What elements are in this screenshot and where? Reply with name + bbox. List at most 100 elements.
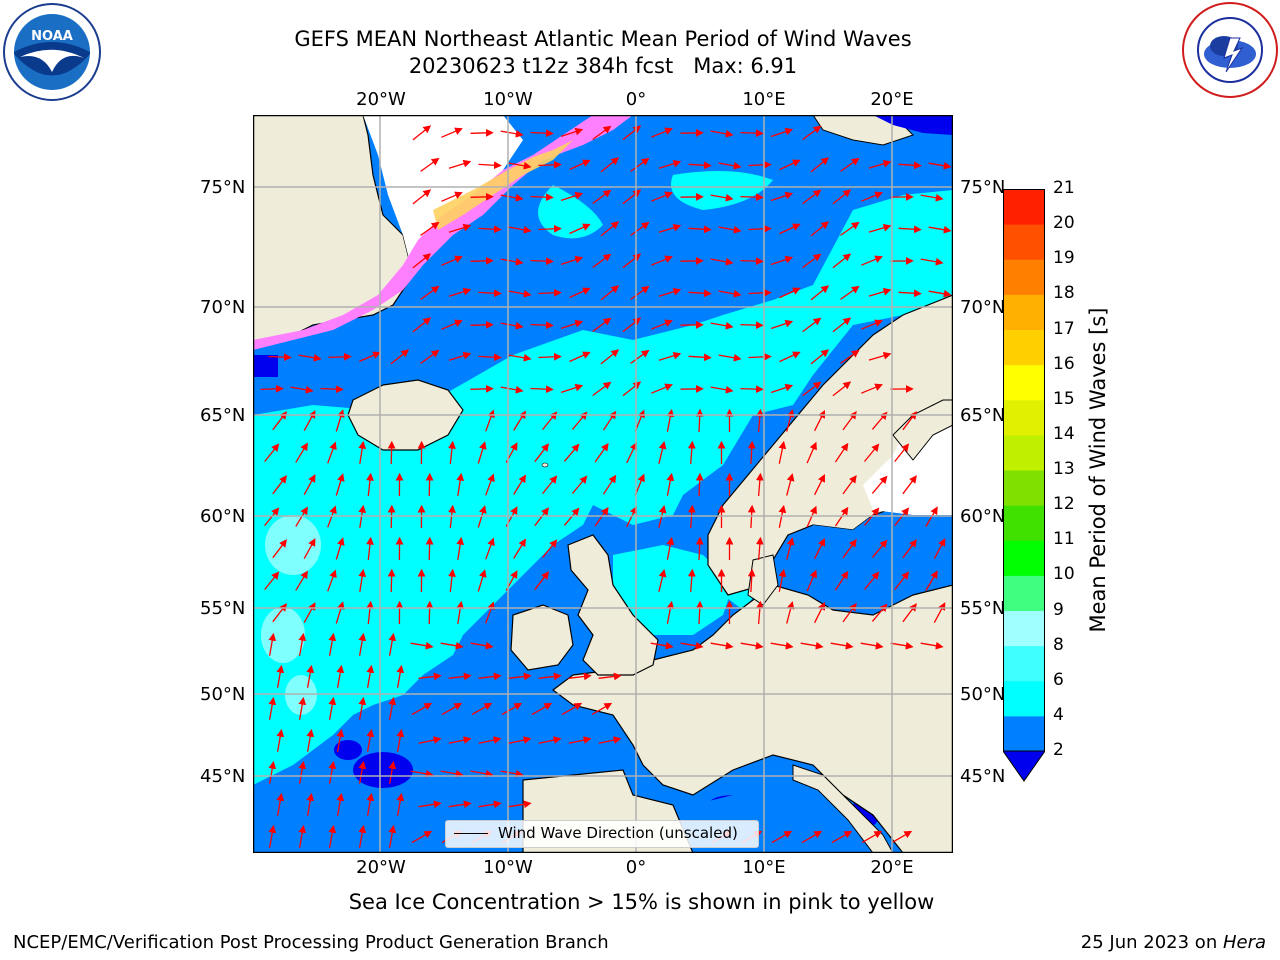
wave-direction-arrow <box>740 257 764 266</box>
wave-direction-arrow <box>770 319 794 330</box>
wave-direction-arrow <box>411 702 433 716</box>
wave-direction-arrow <box>295 506 308 527</box>
wave-direction-arrow <box>358 632 367 656</box>
wave-direction-arrow <box>298 353 322 362</box>
wave-direction-arrow <box>448 351 472 361</box>
wave-direction-arrow <box>388 760 397 784</box>
ireland-land <box>510 604 574 671</box>
wave-direction-arrow <box>508 225 532 234</box>
wave-direction-arrow <box>530 257 554 266</box>
left-lat-label: 55°N <box>200 598 246 619</box>
wave-direction-arrow <box>478 736 502 744</box>
wave-direction-arrow <box>328 632 337 656</box>
wave-direction-arrow <box>328 824 337 848</box>
colorbar-block <box>1003 505 1045 541</box>
colorbar-block <box>1003 259 1045 295</box>
footer-date-text: 25 Jun 2023 on <box>1080 932 1223 953</box>
wave-direction-arrow <box>928 289 952 298</box>
wave-direction-arrow <box>802 317 822 333</box>
wave-direction-arrow <box>863 571 880 590</box>
wave-direction-arrow <box>592 125 612 141</box>
wave-direction-arrow <box>748 224 772 233</box>
wave-direction-arrow <box>530 321 554 330</box>
colorbar-tick-label: 2 <box>1053 740 1064 760</box>
wave-direction-arrow <box>598 736 622 744</box>
wave-direction-arrow <box>358 696 367 720</box>
wave-direction-arrow <box>891 830 913 844</box>
wave-direction-arrow <box>861 255 883 266</box>
wave-direction-arrow <box>264 571 280 591</box>
wave-direction-arrow <box>448 568 456 592</box>
wave-direction-arrow <box>448 504 456 528</box>
colorbar-block <box>1003 575 1045 611</box>
wave-direction-arrow <box>388 632 397 656</box>
wave-direction-arrow <box>485 409 495 432</box>
wave-direction-arrow <box>306 728 315 752</box>
wave-direction-arrow <box>832 189 852 205</box>
wave-direction-arrow <box>569 351 591 363</box>
wave-direction-arrow <box>534 571 549 591</box>
wave-direction-arrow <box>470 128 494 137</box>
wave-direction-arrow <box>600 285 620 301</box>
wave-direction-arrow <box>335 601 345 624</box>
colorbar-tick-label: 4 <box>1053 704 1064 725</box>
wave-direction-arrow <box>928 161 952 170</box>
wave-direction-arrow <box>861 830 883 844</box>
wave-direction-arrow <box>560 255 584 266</box>
wave-direction-arrow <box>779 223 801 235</box>
wave-direction-arrow <box>831 830 853 844</box>
colorbar-tick-label: 13 <box>1053 459 1075 479</box>
wave-direction-arrow <box>898 289 922 298</box>
wave-direction-arrow <box>470 641 494 650</box>
wave-direction-arrow <box>779 287 801 299</box>
wave-direction-arrow <box>500 385 524 394</box>
wave-direction-arrow <box>740 385 764 394</box>
right-lat-label: 45°N <box>960 766 1006 787</box>
wave-direction-arrow <box>420 221 440 236</box>
wave-direction-arrow <box>513 474 526 495</box>
wave-direction-arrow <box>470 192 494 201</box>
wave-direction-arrow <box>295 442 308 463</box>
wave-direction-arrow <box>863 443 880 462</box>
svg-text:NOAA: NOAA <box>31 29 73 44</box>
top-lon-label: 20°W <box>356 89 406 110</box>
wave-direction-arrow <box>530 385 554 394</box>
sea-ice-band-yellow <box>433 140 573 230</box>
wave-direction-arrow <box>920 641 944 650</box>
wave-direction-arrow <box>538 224 562 233</box>
wave-direction-arrow <box>336 728 345 752</box>
wave-direction-arrow <box>272 539 287 559</box>
right-lat-label: 50°N <box>960 684 1006 705</box>
left-lat-label: 70°N <box>200 297 246 318</box>
wave-direction-arrow <box>366 792 375 816</box>
wave-direction-arrow <box>710 385 734 394</box>
wave-direction-arrow <box>591 702 613 716</box>
wave-direction-arrow <box>534 443 549 463</box>
wave-direction-arrow <box>894 571 910 591</box>
wave-direction-arrow <box>568 672 592 681</box>
wave-direction-arrow <box>500 129 524 138</box>
wave-direction-arrow <box>276 728 285 752</box>
wave-direction-arrow <box>425 600 434 625</box>
wave-direction-arrow <box>560 383 584 394</box>
wave-direction-arrow <box>600 349 620 365</box>
wave-direction-arrow <box>834 442 849 463</box>
wave-direction-arrow <box>366 472 374 496</box>
wave-direction-arrow <box>298 760 307 784</box>
wave-direction-arrow <box>871 539 888 558</box>
wave-direction-arrow <box>695 408 704 433</box>
wave-direction-arrow <box>387 440 396 465</box>
wind-wave-direction-arrows <box>260 125 952 848</box>
wave-direction-arrow <box>814 474 825 496</box>
wave-direction-arrow <box>806 569 817 592</box>
colorbar <box>1003 189 1045 782</box>
wave-direction-arrow <box>441 191 463 202</box>
wave-direction-arrow <box>894 507 910 527</box>
wave-direction-arrow <box>478 353 502 362</box>
wave-direction-arrow <box>303 474 316 496</box>
wave-direction-arrow <box>688 225 712 234</box>
wave-direction-arrow <box>298 632 307 656</box>
wave-direction-arrow <box>755 408 764 433</box>
wave-direction-arrow <box>388 824 397 848</box>
colorbar-tick-label: 16 <box>1053 353 1075 374</box>
